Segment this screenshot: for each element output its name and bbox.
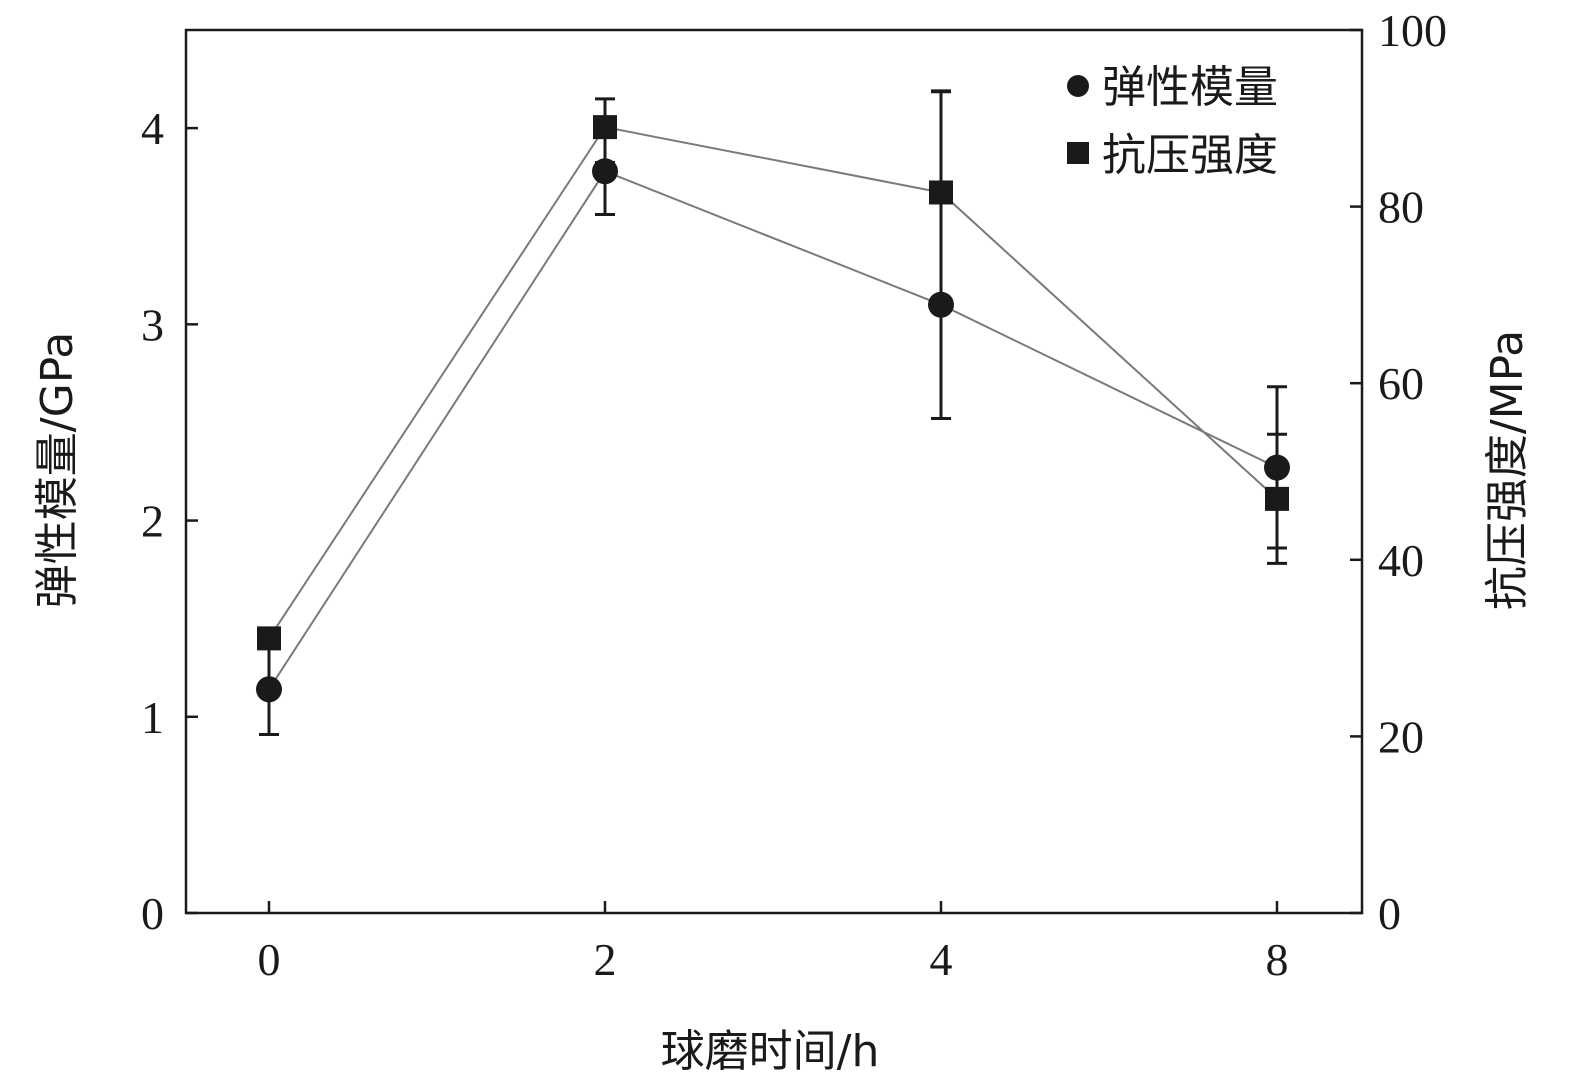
error-bar [931, 90, 951, 421]
legend-square-marker [1067, 142, 1089, 164]
y-right-tick-label: 100 [1378, 5, 1447, 56]
y-right-tick-label: 40 [1378, 535, 1424, 586]
y-axis-left: 0 1 2 3 4 [141, 103, 198, 939]
x-tick-label: 2 [594, 934, 617, 985]
y-axis-right-title: 抗压强度/MPa [1482, 330, 1533, 610]
x-axis: 0 2 4 8 [258, 901, 1289, 985]
y-right-tick-label: 20 [1378, 711, 1424, 762]
plot-border [184, 28, 1364, 915]
x-tick-label: 0 [258, 934, 281, 985]
series-layer [256, 89, 1290, 736]
y-right-tick-label: 60 [1378, 358, 1424, 409]
legend-label-modulus: 弹性模量 [1102, 62, 1278, 113]
data-point-square [593, 115, 617, 140]
y-left-tick-label: 0 [141, 888, 164, 939]
y-right-tick-label: 0 [1378, 888, 1401, 939]
data-point-square [929, 180, 953, 205]
y-axis-right: 0 20 40 60 80 100 [1350, 5, 1447, 939]
x-tick-label: 4 [930, 934, 953, 985]
y-left-tick-label: 3 [141, 299, 164, 350]
series-line [268, 126, 1278, 639]
series-modulus [256, 89, 1290, 736]
data-point-circle [592, 158, 618, 185]
data-point-circle [256, 676, 282, 703]
error-bar [1267, 385, 1287, 565]
y-left-tick-label: 1 [141, 692, 164, 743]
data-point-square [257, 626, 281, 651]
y-left-tick-label: 2 [141, 496, 164, 547]
y-right-tick-label: 80 [1378, 182, 1424, 233]
data-point-square [1265, 486, 1289, 511]
series-strength [257, 90, 1289, 651]
x-tick-label: 8 [1266, 934, 1289, 985]
y-axis-left-title: 弹性模量/GPa [32, 332, 83, 608]
x-axis-title: 球磨时间/h [661, 1026, 880, 1077]
series-line [268, 170, 1278, 690]
legend-circle-marker [1067, 75, 1089, 97]
y-left-tick-label: 4 [141, 103, 164, 154]
plot-frame [184, 28, 1364, 915]
legend: 弹性模量 抗压强度 [1067, 62, 1278, 181]
legend-label-strength: 抗压强度 [1102, 130, 1278, 181]
